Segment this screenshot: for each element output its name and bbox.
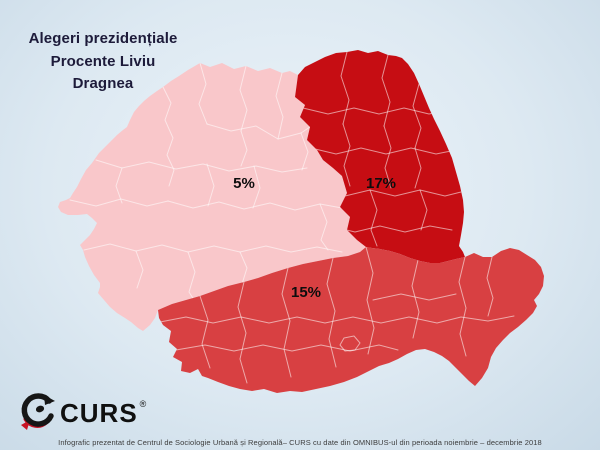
county-borders-northeast [302, 51, 462, 247]
curs-wordmark: CURS [60, 398, 138, 428]
label-northeast-percent: 17% [366, 175, 396, 192]
curs-swirl-icon [21, 393, 55, 430]
county-borders-south [159, 247, 515, 384]
label-south-percent: 15% [291, 284, 321, 301]
region-northeast [295, 50, 465, 263]
region-south [158, 247, 544, 393]
region-northwest [58, 63, 366, 331]
registered-trademark-symbol: ® [139, 399, 147, 409]
title-line-2: Procente Liviu Dragnea [50, 52, 156, 93]
footer-credit: Infografic prezentat de Centrul de Socio… [58, 438, 542, 447]
title-line-1: Alegeri prezidențiale [28, 30, 178, 47]
label-northwest-percent: 5% [233, 175, 255, 192]
page-title: Alegeri prezidențiale Procente Liviu Dra… [28, 28, 178, 96]
curs-logo: CURS ® [18, 392, 147, 434]
county-borders-northwest [69, 63, 343, 304]
